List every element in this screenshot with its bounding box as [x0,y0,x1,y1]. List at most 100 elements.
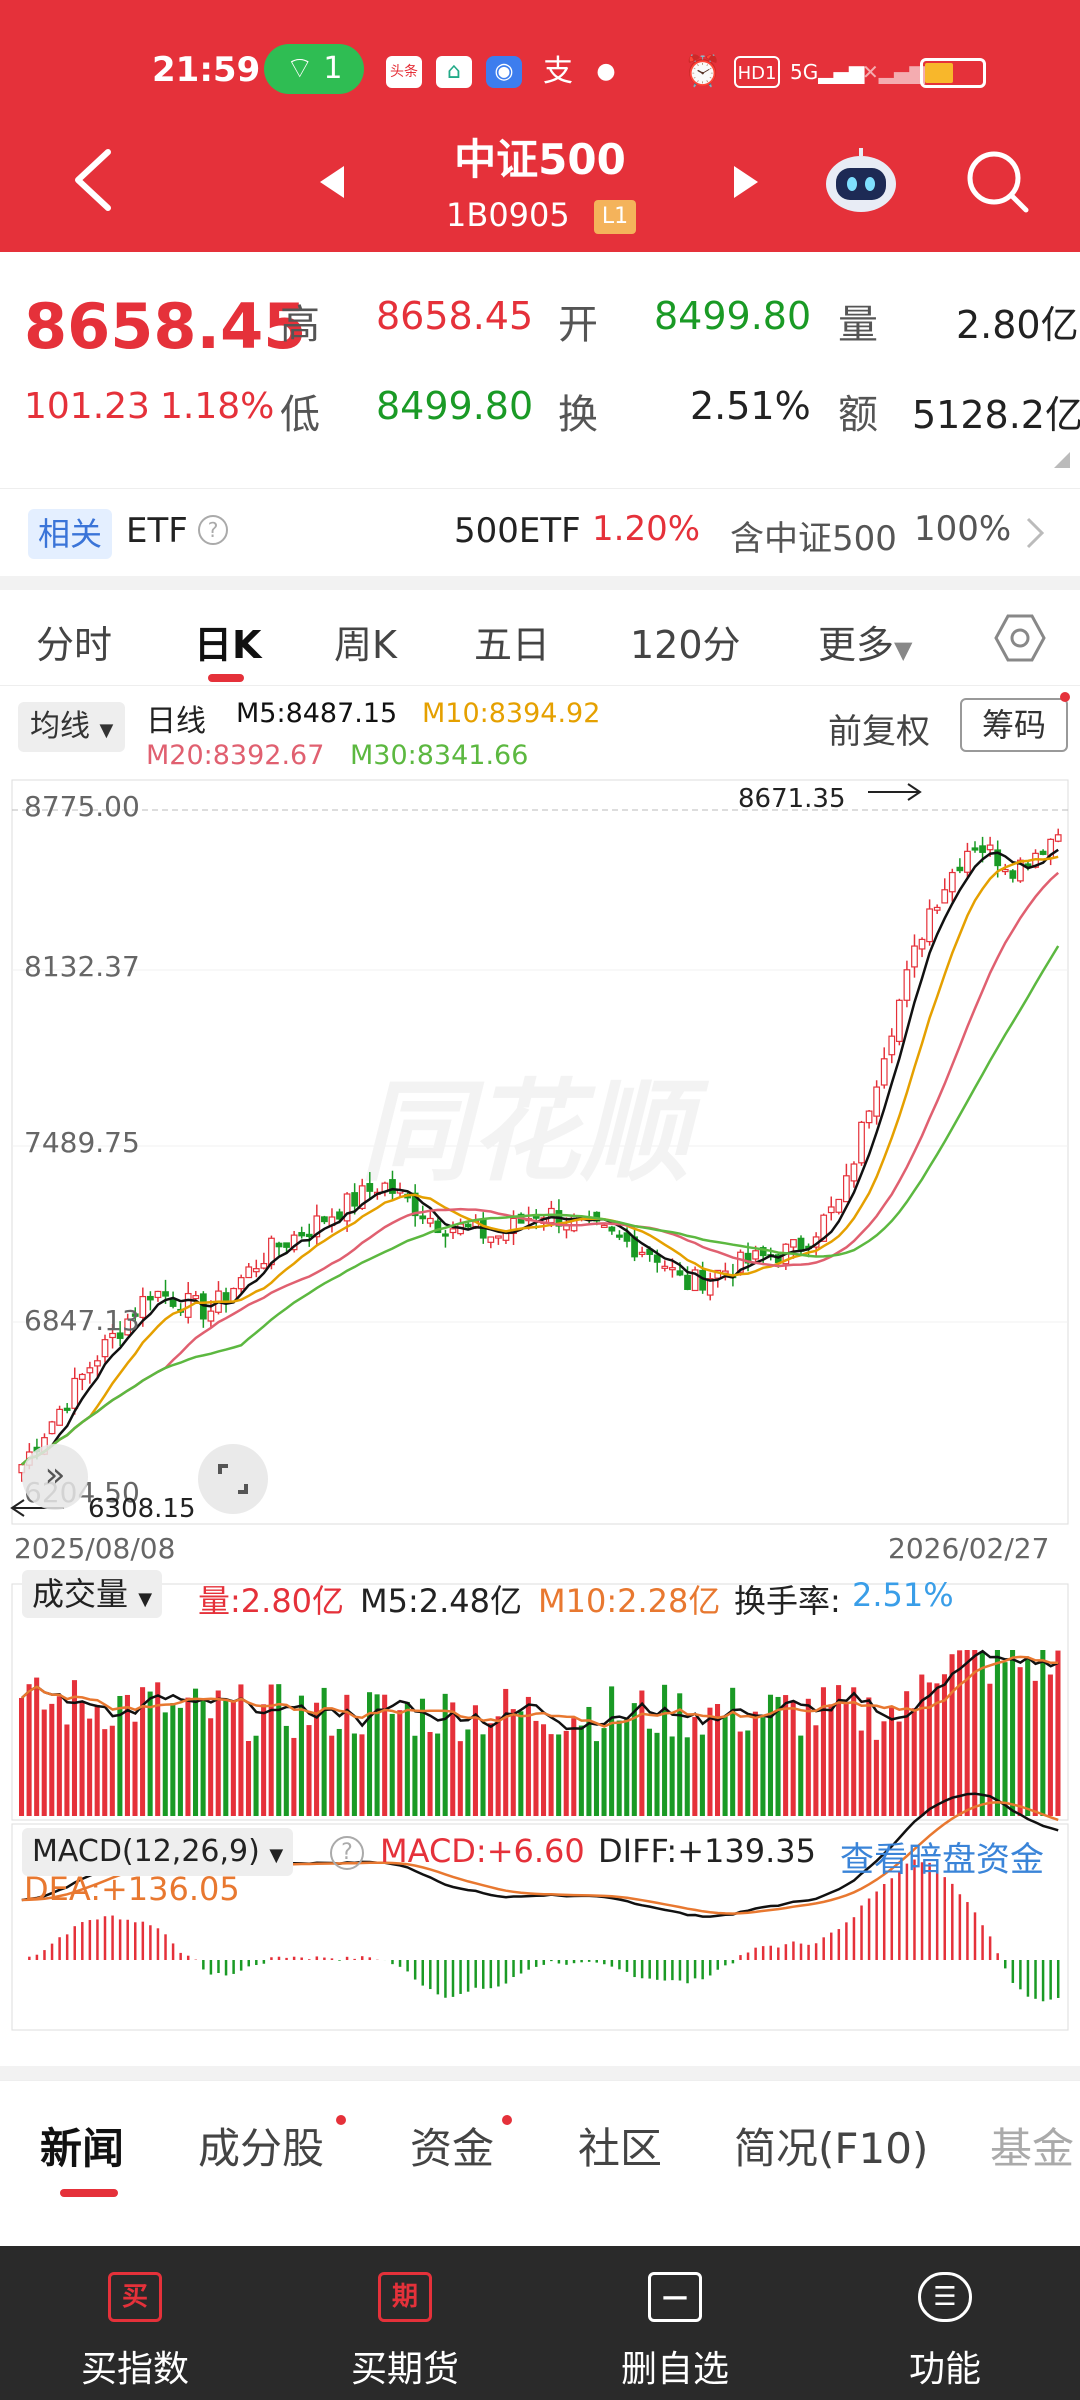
volume-bar [745,1730,751,1816]
search-icon [967,151,1029,213]
divider [0,576,1080,590]
volume-bar [140,1687,146,1816]
volume-bar [185,1697,191,1816]
candle-body [979,845,986,853]
volume-bar [71,1680,78,1816]
volume-bar [193,1688,199,1816]
fullscreen-button[interactable] [198,1444,268,1514]
caret-down-icon: ▼ [138,1589,153,1610]
volume-bar [162,1712,168,1816]
volume-bar [223,1699,229,1816]
tab-constituents[interactable]: 成分股 [198,2124,325,2173]
ma20-value: M20:8392.67 [146,740,325,771]
index-code: 1B0905 [446,196,570,234]
next-index-button[interactable] [732,164,760,200]
minus-box-icon: — [648,2272,702,2322]
volume-bar [155,1682,161,1816]
volume-bar [367,1692,373,1816]
volume-bar [639,1690,645,1816]
volume-bar [208,1718,214,1816]
volume-bar [245,1741,252,1816]
tab-more-label: 更多 [818,623,895,667]
tab-fund[interactable]: 基金 [990,2124,1075,2173]
ma-selector[interactable]: 均线 ▼ [18,702,126,752]
tab-profile[interactable]: 简况(F10) [734,2124,929,2173]
assistant-robot-button[interactable] [824,146,898,216]
prev-index-button[interactable] [318,164,346,200]
more-dot-icon: ● [596,59,616,84]
end-date: 2026/02/27 [888,1532,1050,1565]
buy-index-button[interactable]: 买 买指数 [0,2246,270,2400]
candle-body [169,1299,177,1307]
amount-value: 5128.2亿 [912,393,1080,437]
chart-settings-button[interactable] [994,612,1046,664]
candle-body [116,1332,124,1339]
period-tabs: 分时 日K 周K 五日 120分 更多▼ [0,590,1080,686]
tab-daily-k[interactable]: 日K [194,623,262,667]
volume-bar [881,1721,887,1816]
collapse-arrows-button[interactable]: » [22,1444,88,1510]
candle-body [986,844,994,851]
volume-bar [737,1731,743,1816]
candle-body [411,1192,419,1217]
tab-news[interactable]: 新闻 [40,2124,125,2173]
triangle-right-icon [734,166,758,198]
volume-selector[interactable]: 成交量 ▼ [22,1570,163,1618]
volume-bar [261,1704,267,1816]
tab-five-day[interactable]: 五日 [474,623,551,667]
volume-bar [1017,1667,1023,1816]
menu-circle-icon: ☰ [918,2272,972,2322]
candle-body [442,1233,449,1237]
etf-name: 500ETF [454,511,581,551]
caret-down-icon: ▼ [894,636,913,664]
volume-ma10-line [20,1655,1059,1728]
volume-bar [593,1741,600,1816]
tab-community[interactable]: 社区 [578,2124,663,2173]
chips-notification-dot [1060,692,1070,702]
status-time: 21:59 [152,50,261,90]
candle-body [283,1242,290,1248]
remove-watchlist-button[interactable]: — 删自选 [540,2246,810,2400]
buy-futures-button[interactable]: 期 买期货 [270,2246,540,2400]
tab-intraday[interactable]: 分时 [36,623,113,667]
volume-bar [851,1687,857,1816]
volume-bar [836,1685,842,1816]
volume-bar [117,1695,123,1816]
dark-pool-link[interactable]: 查看暗盘资金 [840,1840,1044,1880]
help-icon[interactable]: ? [198,515,228,545]
candle-body [880,1058,888,1086]
ma5-value: M5:8487.15 [236,698,398,729]
back-arrow-icon [75,149,111,211]
volume-bar [843,1701,849,1816]
volume-bar [941,1674,948,1816]
macd-selector[interactable]: MACD(12,26,9) ▼ [22,1828,294,1876]
search-button[interactable] [964,148,1030,214]
functions-button[interactable]: ☰ 功能 [810,2246,1080,2400]
low-value: 8499.80 [376,384,534,428]
macd-help-icon[interactable]: ? [330,1836,364,1870]
candle-body [366,1183,374,1192]
chips-button[interactable]: 筹码 [960,698,1068,752]
tab-120min[interactable]: 120分 [630,623,741,667]
adjust-mode[interactable]: 前复权 [828,712,930,752]
back-button[interactable] [70,148,116,212]
tab-weekly-k[interactable]: 周K [334,623,397,667]
candle-body [933,906,941,911]
volume-bar [518,1711,524,1816]
news-app-icon: 头条 [386,56,422,88]
tab-more[interactable]: 更多▼ [818,614,912,669]
kline-chart[interactable]: 同花顺 [0,770,1080,2070]
candle-body [661,1265,669,1269]
etf-weight: 100% [914,509,1012,549]
volume-bar [684,1737,690,1816]
home-app-icon: ⌂ [436,56,472,88]
related-etf-row[interactable]: 相关 ETF ? 500ETF 1.20% 含中证500 100% [0,488,1080,578]
volume-bar [215,1690,221,1816]
signal-icon: ✕▂▄▆ [862,60,925,84]
triangle-left-icon [320,166,344,198]
candle-body [351,1192,359,1207]
candle-body [653,1254,661,1263]
page-title: 中证500 [454,135,626,184]
candle-body [1009,870,1017,879]
tab-capital[interactable]: 资金 [410,2124,495,2173]
